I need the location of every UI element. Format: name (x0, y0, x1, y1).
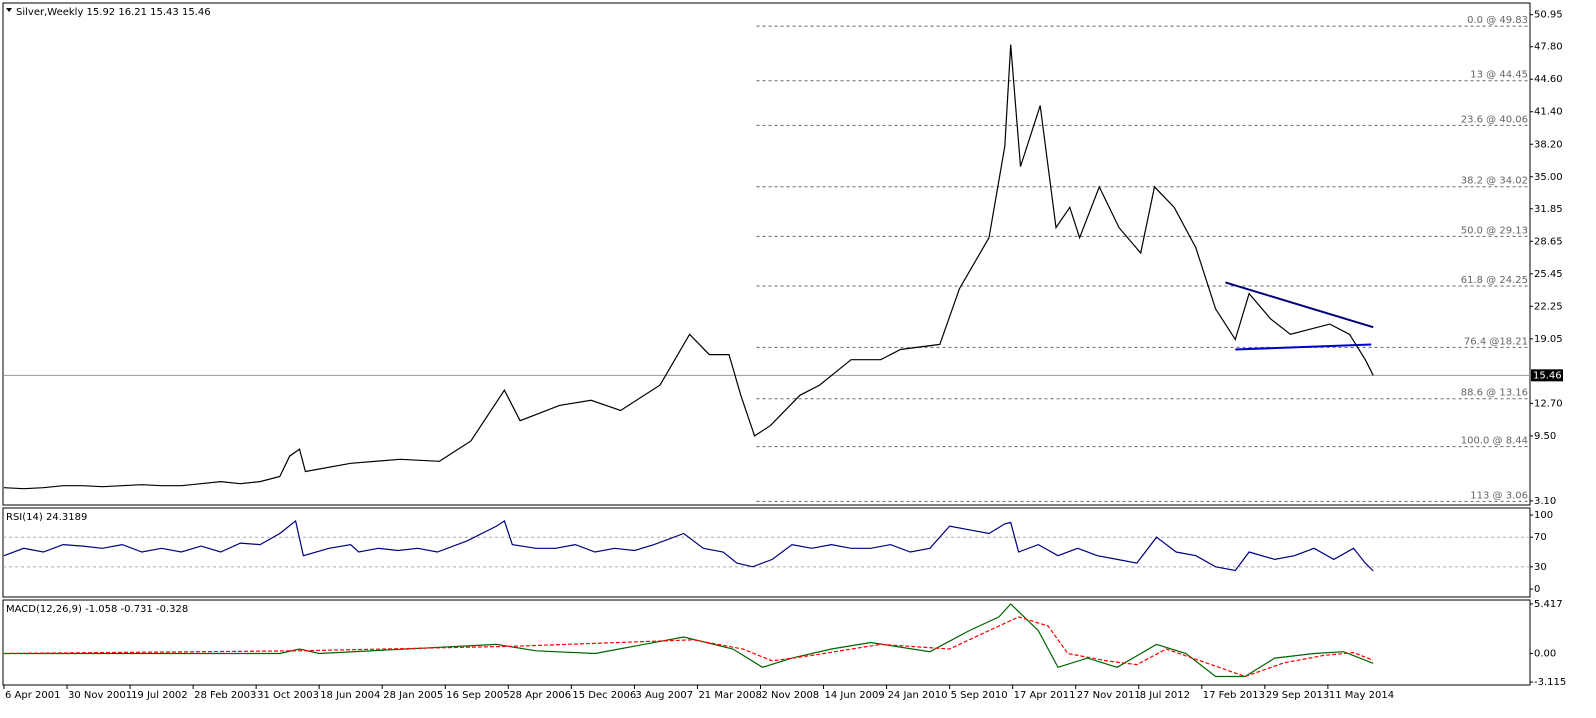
last-price-label: 15.46 (1533, 370, 1562, 381)
y-tick-label: 3.10 (1534, 496, 1556, 507)
panel-frame (2, 507, 1531, 598)
x-tick-label: 5 Sep 2010 (951, 690, 1008, 701)
x-tick-label: 30 Nov 2001 (68, 690, 132, 701)
x-tick-label: 19 Jul 2002 (131, 690, 188, 701)
x-tick-label: 24 Jan 2010 (888, 690, 948, 701)
fib-label: 61.8 @ 24.25 (1461, 275, 1528, 286)
y-tick-label: 25.45 (1534, 269, 1563, 280)
y-tick-label: 22.25 (1534, 301, 1563, 312)
x-tick-label: 8 Jul 2012 (1140, 690, 1190, 701)
x-tick-label: 27 Nov 2011 (1077, 690, 1141, 701)
trendline (1225, 281, 1374, 329)
x-tick-label: 15 Dec 2006 (572, 690, 636, 701)
x-tick-label: 17 Feb 2013 (1203, 690, 1265, 701)
panel-frame (2, 599, 1531, 686)
y-tick-label: 5.417 (1534, 599, 1563, 610)
series-line (3, 519, 1374, 572)
x-tick-label: 18 Jun 2004 (320, 690, 380, 701)
y-tick-label: 50.95 (1534, 10, 1563, 21)
x-tick-label: 11 May 2014 (1329, 690, 1394, 701)
panel-title: MACD(12,26,9) -1.058 -0.731 -0.328 (6, 604, 188, 615)
y-tick-label: 38.20 (1534, 139, 1563, 150)
y-tick-label: 30 (1534, 562, 1547, 573)
x-tick-label: 29 Sep 2013 (1266, 690, 1329, 701)
x-tick-label: 6 Apr 2001 (5, 690, 60, 701)
series-line (3, 616, 1374, 678)
y-tick-label: -3.115 (1534, 677, 1566, 688)
y-tick-label: 9.50 (1534, 431, 1556, 442)
y-tick-label: 0.00 (1534, 649, 1556, 660)
fib-label: 50.0 @ 29.13 (1461, 225, 1528, 236)
fib-label: 38.2 @ 34.02 (1461, 176, 1528, 187)
x-tick-label: 28 Apr 2006 (509, 690, 571, 701)
fib-label: 88.6 @ 13.16 (1461, 388, 1528, 399)
x-tick-label: 28 Feb 2003 (194, 690, 256, 701)
series-line (3, 44, 1374, 490)
y-tick-label: 70 (1534, 532, 1547, 543)
y-tick-label: 47.80 (1534, 42, 1563, 53)
x-tick-label: 16 Sep 2005 (446, 690, 509, 701)
fib-label: 113 @ 3.06 (1470, 490, 1528, 501)
panel-title: RSI(14) 24.3189 (6, 512, 87, 523)
fib-label: 100.0 @ 8.44 (1461, 436, 1528, 447)
last-price-box (1531, 369, 1563, 382)
y-tick-label: 28.65 (1534, 236, 1563, 247)
x-tick-label: 2 Nov 2008 (761, 690, 819, 701)
x-tick-label: 31 Oct 2003 (257, 690, 319, 701)
fib-label: 23.6 @ 40.06 (1461, 114, 1528, 125)
y-tick-label: 0 (1534, 584, 1540, 595)
y-tick-label: 41.40 (1534, 107, 1563, 118)
trendline (1235, 343, 1372, 351)
menu-arrow (6, 8, 12, 12)
fib-label: 13 @ 44.45 (1470, 70, 1528, 81)
y-tick-label: 100 (1534, 510, 1553, 521)
y-tick-label: 44.60 (1534, 74, 1563, 85)
x-tick-label: 14 Jun 2009 (825, 690, 885, 701)
fib-label: 76.4 @18.21 (1464, 336, 1528, 347)
x-tick-label: 3 Aug 2007 (635, 690, 693, 701)
y-tick-label: 12.70 (1534, 398, 1563, 409)
y-tick-label: 31.85 (1534, 204, 1563, 215)
panel-title: Silver,Weekly 15.92 16.21 15.43 15.46 (16, 7, 211, 18)
x-tick-label: 21 Mar 2008 (698, 690, 761, 701)
y-tick-label: 35.00 (1534, 172, 1563, 183)
x-tick-label: 28 Jan 2005 (383, 690, 443, 701)
series-line (4, 603, 1374, 678)
panel-frame (2, 2, 1531, 506)
x-tick-label: 17 Apr 2011 (1014, 690, 1076, 701)
fib-label: 0.0 @ 49.83 (1467, 15, 1528, 26)
y-tick-label: 19.05 (1534, 334, 1563, 345)
